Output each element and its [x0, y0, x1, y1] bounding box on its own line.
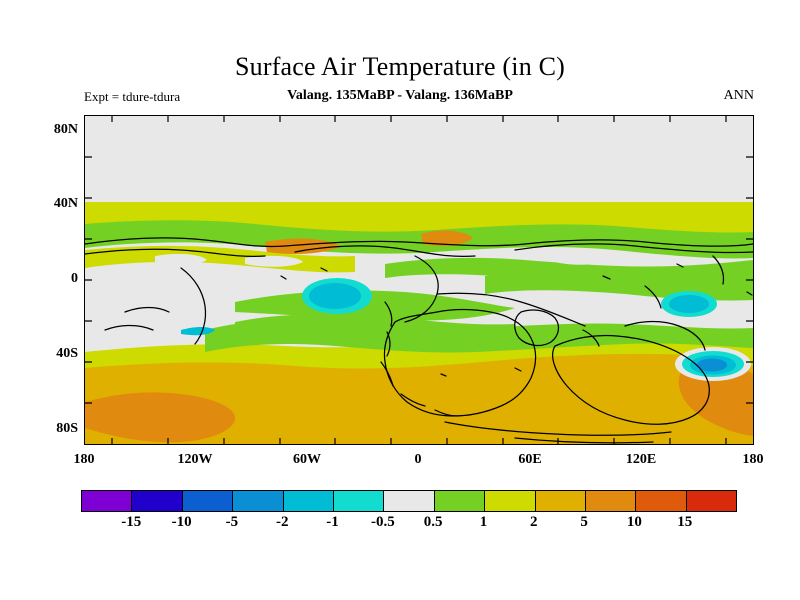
- colorbar-tick-1: 1: [479, 514, 488, 530]
- colorbar-band-6: [384, 491, 435, 511]
- colorbar-tick--10: -10: [171, 514, 192, 530]
- colorbar-tick-10: 10: [626, 514, 642, 530]
- colorbar-tick-15: 15: [677, 514, 693, 530]
- colorbar-tick--5: -5: [225, 514, 239, 530]
- colorbar-tick-2: 2: [530, 514, 538, 530]
- x-axis-label-120w: 120W: [177, 452, 213, 467]
- colorbar-band-1: [132, 491, 183, 511]
- y-axis-label-80s: 80S: [56, 421, 78, 436]
- colorbar-band-12: [686, 491, 737, 511]
- colorbar-tick-5: 5: [580, 514, 588, 530]
- y-axis-label-0: 0: [71, 271, 78, 286]
- x-axis-label-60e: 60E: [518, 452, 542, 467]
- colorbar-tick-0.5: 0.5: [423, 514, 443, 530]
- colorbar-band-4: [283, 491, 334, 511]
- x-axis-label-0: 0: [414, 452, 422, 467]
- temperature-anomaly-heatmap: [85, 116, 753, 444]
- page-title: Surface Air Temperature (in C): [234, 52, 566, 81]
- experiment-label: Expt = tdure-tdura: [84, 89, 181, 104]
- chart-subtitle: Valang. 135MaBP - Valang. 136MaBP: [287, 88, 513, 103]
- y-axis-label-40s: 40S: [56, 346, 78, 361]
- map-plot-area: [84, 115, 754, 445]
- colorbar-tick--1: -1: [326, 514, 339, 530]
- colorbar-tick--2: -2: [275, 514, 289, 530]
- y-axis-label-40n: 40N: [53, 196, 78, 211]
- x-axis-label-120e: 120E: [625, 452, 657, 467]
- x-axis-label-180e: 180: [742, 452, 764, 467]
- colorbar-band-7: [434, 491, 486, 511]
- colorbar-band-0: [82, 491, 133, 511]
- colorbar: [81, 490, 737, 512]
- colorbar-tick--0.5: -0.5: [370, 514, 395, 530]
- season-label: ANN: [723, 88, 754, 103]
- colorbar-band-11: [636, 491, 687, 511]
- colorbar-band-9: [535, 491, 586, 511]
- colorbar-band-2: [182, 491, 234, 511]
- y-axis-label-80n: 80N: [53, 122, 78, 137]
- colorbar-band-10: [585, 491, 637, 511]
- colorbar-tick--15: -15: [121, 514, 142, 530]
- x-axis-label-180w: 180: [73, 452, 95, 467]
- colorbar-band-5: [333, 491, 385, 511]
- colorbar-band-3: [233, 491, 284, 511]
- colorbar-band-8: [485, 491, 536, 511]
- x-axis-label-60w: 60W: [293, 452, 321, 467]
